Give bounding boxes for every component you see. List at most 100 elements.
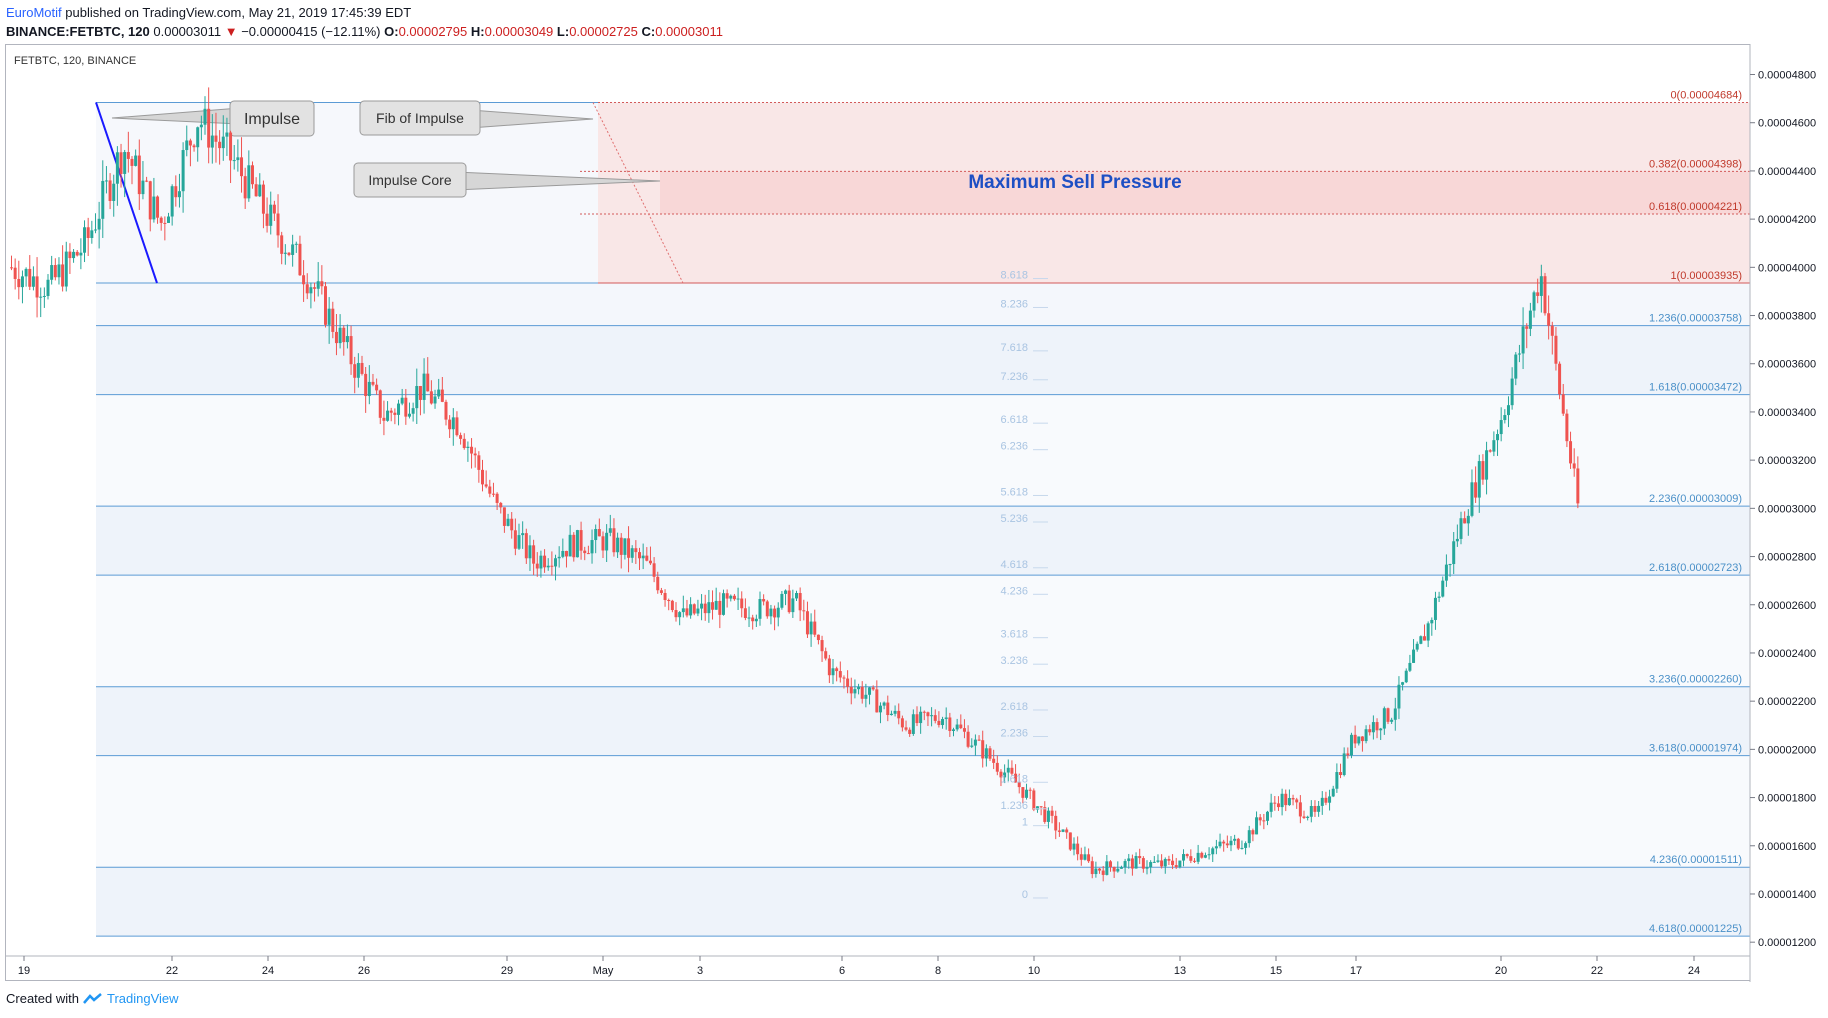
candle-body	[1295, 799, 1299, 803]
fib-level-label: 0.382(0.00004398)	[1649, 158, 1742, 170]
candle-body	[1364, 729, 1368, 742]
candle-body	[1240, 847, 1244, 849]
candle-body	[521, 533, 525, 536]
candle-body	[736, 598, 740, 600]
candle-body	[889, 713, 893, 716]
candle-body	[1572, 463, 1576, 469]
candle-body	[605, 532, 609, 551]
candle-body	[1539, 276, 1543, 296]
candle-body	[532, 545, 536, 564]
candle-body	[499, 502, 503, 508]
fib-level-label: 4.618(0.00001225)	[1649, 923, 1742, 935]
candle-body	[1320, 797, 1324, 806]
candle-body	[1503, 415, 1507, 421]
price-tick-label: 0.00004400	[1758, 166, 1816, 178]
candle-body	[1043, 807, 1047, 822]
candle-body	[853, 689, 857, 694]
tradingview-link[interactable]: TradingView	[106, 991, 179, 1006]
time-tick-label: 24	[262, 965, 274, 977]
candle-body	[236, 157, 240, 161]
candle-body	[258, 184, 262, 197]
candle-body	[594, 529, 598, 541]
fib-extension-label: 2.236	[1000, 727, 1028, 739]
candle-body	[1273, 802, 1277, 804]
candle-body	[1255, 817, 1259, 835]
impulse-core-label: Impulse Core	[368, 172, 451, 188]
candle-body	[1401, 682, 1405, 685]
candle-body	[586, 553, 590, 555]
candle-body	[462, 438, 466, 448]
candle-body	[1225, 843, 1229, 846]
time-tick-label: 3	[697, 965, 703, 977]
candle-body	[287, 252, 291, 255]
fib-level-label: 2.618(0.00002723)	[1649, 562, 1742, 574]
candle-body	[656, 576, 660, 591]
candle-body	[871, 687, 875, 690]
candle-body	[1426, 623, 1430, 641]
candle-body	[1485, 450, 1489, 480]
candle-body	[10, 267, 13, 269]
candle-body	[1430, 619, 1434, 624]
candle-body	[1532, 292, 1536, 311]
candle-body	[473, 453, 477, 456]
candle-body	[272, 204, 276, 214]
fib-of-impulse-label: Fib of Impulse	[376, 110, 464, 126]
time-tick-label: 19	[18, 965, 30, 977]
candle-body	[1554, 335, 1558, 364]
candle-body	[813, 621, 817, 635]
candle-body	[1039, 806, 1043, 808]
candle-body	[1455, 538, 1459, 542]
impulse-core-box	[353, 162, 467, 198]
candle-body	[225, 132, 229, 137]
candle-body	[1021, 787, 1025, 798]
candle-body	[543, 555, 547, 568]
candle-body	[1145, 867, 1149, 869]
candle-body	[634, 548, 638, 553]
candle-body	[367, 381, 371, 397]
candle-body	[1382, 708, 1386, 729]
candle-body	[1437, 596, 1441, 598]
candle-body	[342, 327, 346, 343]
candle-body	[981, 740, 985, 759]
candle-body	[148, 181, 152, 220]
candle-body	[46, 279, 50, 296]
candle-body	[20, 276, 24, 288]
candle-body	[1178, 860, 1182, 868]
candle-body	[1386, 708, 1390, 722]
candle-body	[809, 621, 813, 635]
candle-body	[119, 152, 123, 174]
candle-body	[1492, 440, 1496, 452]
candle-body	[608, 528, 612, 533]
candle-body	[112, 183, 116, 201]
candle-body	[338, 327, 342, 344]
candle-body	[1525, 326, 1529, 329]
candle-body	[1054, 815, 1058, 831]
candle-body	[1123, 861, 1127, 868]
author-link[interactable]: EuroMotif	[6, 5, 62, 20]
candle-body	[1397, 684, 1401, 709]
candle-body	[477, 455, 481, 470]
candle-body	[700, 603, 704, 609]
candle-body	[196, 127, 200, 148]
candle-body	[1207, 854, 1211, 856]
fib-level-label: 3.236(0.00002260)	[1649, 674, 1742, 686]
candle-body	[1192, 860, 1196, 862]
candle-body	[276, 213, 280, 236]
candle-body	[1463, 518, 1467, 524]
candle-body	[1127, 858, 1131, 862]
open-label: O:	[384, 24, 399, 39]
time-tick-label: 20	[1495, 965, 1507, 977]
tradingview-logo-icon	[83, 992, 102, 1004]
candle-body	[711, 602, 715, 610]
candle-body	[1182, 854, 1186, 861]
candle-body	[791, 598, 795, 613]
candle-body	[977, 739, 981, 741]
candle-body	[1415, 643, 1419, 650]
candle-body	[517, 535, 521, 549]
candle-body	[619, 537, 623, 555]
fib-band	[96, 282, 1750, 326]
candle-body	[302, 275, 306, 285]
candle-body	[539, 555, 543, 569]
candle-body	[860, 686, 864, 699]
